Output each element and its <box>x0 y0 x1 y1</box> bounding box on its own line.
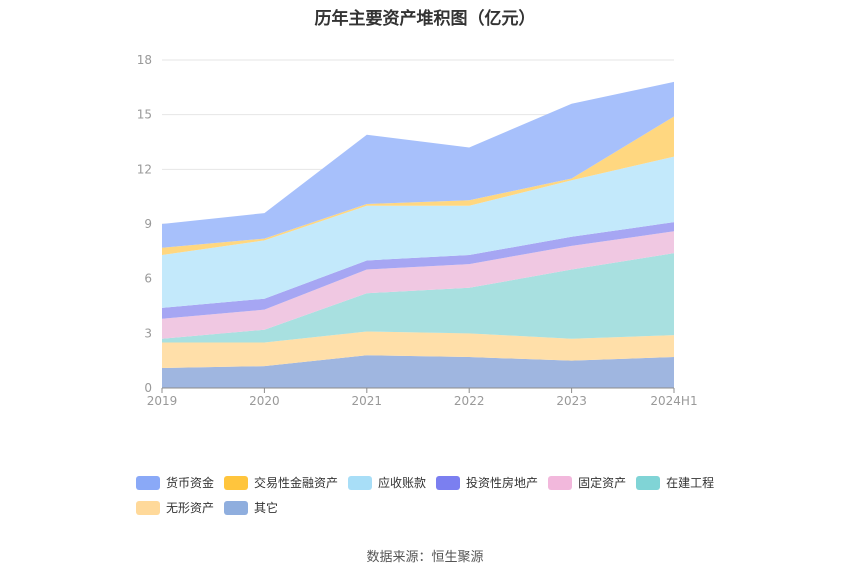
legend-swatch <box>224 500 249 515</box>
y-tick-label: 6 <box>144 272 152 286</box>
x-tick-label: 2021 <box>352 394 383 408</box>
area-series <box>162 81 674 388</box>
x-tick-label: 2024H1 <box>650 394 697 408</box>
legend-item[interactable]: 应收账款 <box>348 474 426 491</box>
legend-label: 投资性房地产 <box>466 476 539 490</box>
area-固定资产 <box>162 231 674 339</box>
y-tick-label: 18 <box>137 53 152 67</box>
area-投资性房地产 <box>162 222 674 319</box>
legend-row: 无形资产 其它 <box>136 495 776 520</box>
legend-item[interactable]: 货币资金 <box>136 474 214 491</box>
x-tick-label: 2022 <box>454 394 485 408</box>
legend-item[interactable]: 无形资产 <box>136 499 214 516</box>
y-tick-label: 0 <box>144 381 152 395</box>
data-source: 数据来源：恒生聚源 <box>366 550 484 565</box>
legend-label: 无形资产 <box>166 501 215 515</box>
legend-swatch <box>224 475 249 490</box>
legend-label: 货币资金 <box>166 476 215 490</box>
legend-swatch <box>136 475 160 490</box>
y-tick-label: 12 <box>137 162 152 176</box>
legend-item[interactable]: 投资性房地产 <box>436 474 538 491</box>
y-tick-label: 3 <box>144 326 152 340</box>
legend-swatch <box>548 475 573 490</box>
legend-item[interactable]: 固定资产 <box>548 474 626 491</box>
legend: 货币资金 交易性金融资产 应收账款 投资性房地产 固定资产 在建工程无形资产 其它 <box>136 470 776 520</box>
legend-item[interactable]: 在建工程 <box>636 474 714 491</box>
legend-swatch <box>136 500 160 515</box>
chart-title: 历年主要资产堆积图（亿元） <box>314 9 536 29</box>
axes: 0 3 6 9 12 15 18 2019 2020 2021 2022 2023 2024H1 <box>137 53 698 408</box>
x-tick-label: 2019 <box>147 394 178 408</box>
legend-label: 交易性金融资产 <box>254 476 339 490</box>
y-tick-label: 9 <box>144 217 152 231</box>
legend-label: 在建工程 <box>666 476 715 490</box>
x-tick-label: 2023 <box>556 394 587 408</box>
legend-label: 固定资产 <box>578 476 627 490</box>
legend-item[interactable]: 交易性金融资产 <box>224 474 338 491</box>
legend-row: 货币资金 交易性金融资产 应收账款 投资性房地产 固定资产 在建工程 <box>136 470 776 495</box>
legend-swatch <box>348 475 373 490</box>
y-tick-label: 15 <box>137 108 152 122</box>
legend-label: 应收账款 <box>378 476 427 490</box>
legend-item[interactable]: 其它 <box>224 499 278 516</box>
area-货币资金 <box>162 81 674 248</box>
legend-label: 其它 <box>254 501 279 515</box>
legend-swatch <box>636 475 661 490</box>
area-无形资产 <box>162 331 674 368</box>
area-其它 <box>162 355 674 388</box>
x-tick-label: 2020 <box>249 394 280 408</box>
legend-swatch <box>436 475 461 490</box>
area-应收账款 <box>162 156 674 308</box>
area-在建工程 <box>162 253 674 343</box>
